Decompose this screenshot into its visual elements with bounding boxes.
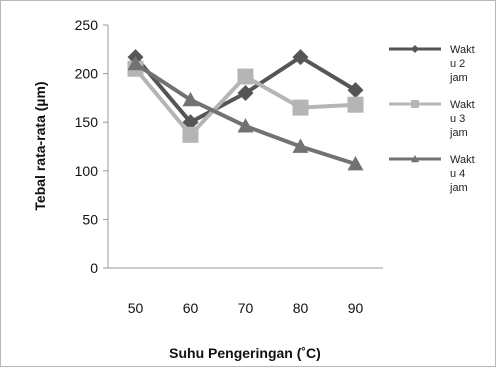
legend-label: jam [449, 72, 468, 84]
y-tick-label: 50 [82, 211, 98, 227]
data-point [292, 138, 309, 153]
data-point [237, 68, 254, 85]
series-1 [127, 49, 364, 131]
series-2 [127, 60, 364, 143]
legend-label: u 4 [450, 168, 465, 180]
y-axis-ticks: 0 50 100 150 200 250 [75, 17, 108, 276]
plot-area [107, 25, 383, 269]
data-point [237, 118, 254, 133]
legend-label: u 2 [450, 58, 465, 70]
data-point [292, 99, 309, 116]
legend-label: Wakt [450, 99, 475, 111]
y-tick-label: 0 [90, 260, 98, 276]
legend-swatch-marker [411, 155, 419, 163]
y-tick-label: 200 [75, 66, 99, 82]
legend-entry-3: Wakt u 4 jam [389, 154, 475, 194]
legend-label: Wakt [450, 154, 475, 166]
data-point [347, 96, 364, 113]
x-tick-label: 90 [348, 300, 364, 316]
data-point [127, 55, 144, 71]
x-tick-label: 80 [293, 300, 309, 316]
data-point [237, 85, 254, 102]
legend-swatch-marker [411, 100, 419, 108]
series-layer [127, 49, 364, 171]
y-tick-label: 150 [75, 114, 99, 130]
data-point [347, 82, 364, 99]
legend-label: jam [449, 182, 468, 194]
x-tick-label: 60 [183, 300, 199, 316]
legend-label: Wakt [450, 44, 475, 56]
y-tick-label: 100 [75, 163, 99, 179]
legend-entry-1: Wakt u 2 jam [389, 44, 475, 84]
x-tick-label: 70 [238, 300, 254, 316]
legend-label: u 3 [450, 113, 465, 125]
legend-swatch-marker [411, 45, 419, 53]
legend-entry-2: Wakt u 3 jam [389, 99, 475, 139]
y-tick-label: 250 [75, 17, 99, 33]
data-point [182, 91, 199, 107]
y-axis-title: Tebal rata-rata (µm) [32, 81, 48, 210]
data-point [182, 114, 199, 131]
x-axis-title: Suhu Pengeringan (˚C) [169, 345, 321, 361]
data-point [292, 49, 309, 66]
data-point [182, 126, 199, 143]
x-axis-ticks: 50 60 70 80 90 [128, 300, 364, 316]
series-3 [127, 55, 364, 171]
x-tick-label: 50 [128, 300, 144, 316]
legend: Wakt u 2 jam Wakt u 3 jam Wakt u 4 jam [389, 44, 475, 194]
legend-label: jam [449, 127, 468, 139]
data-point [347, 155, 364, 171]
